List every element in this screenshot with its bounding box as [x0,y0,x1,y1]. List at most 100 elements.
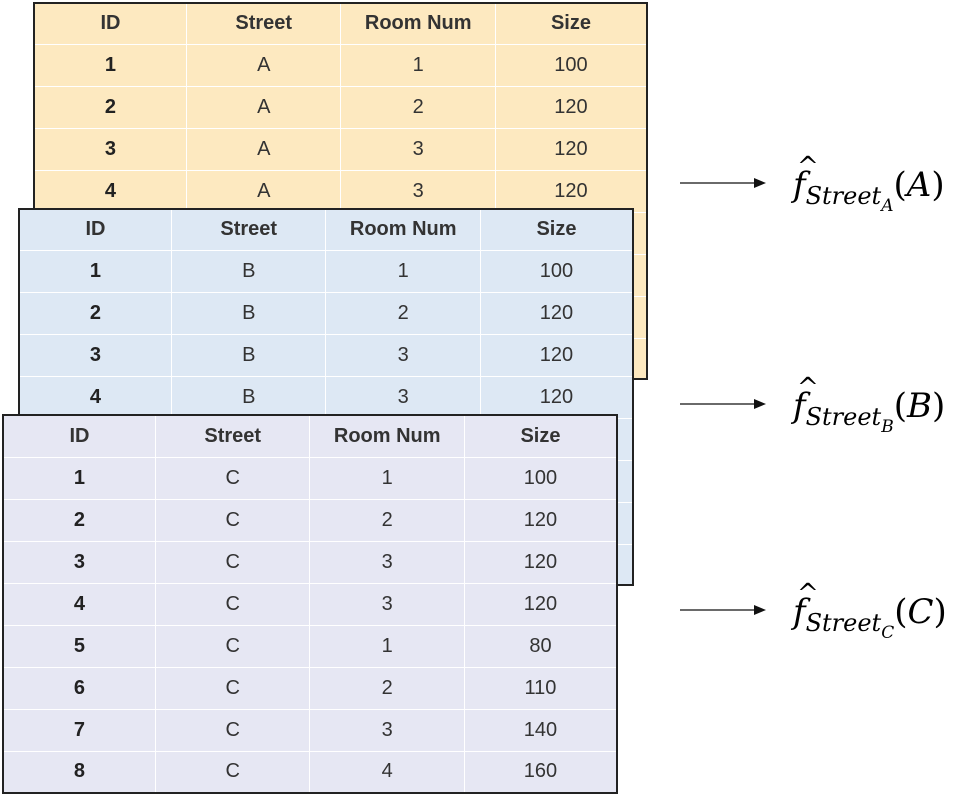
cell-size: 120 [494,127,648,171]
cell-street: C [154,498,311,542]
column-header-street: Street [154,414,311,458]
table-row: 2 B 2 120 [18,291,634,335]
formula-function: f [793,386,806,426]
column-header-size: Size [463,414,618,458]
cell-room-num: 3 [309,582,465,626]
formula-street-c: ^ fStreetC(C) [793,579,947,644]
cell-id: 2 [2,498,156,542]
cell-id: 6 [2,666,156,710]
arrow-right-icon [680,399,766,409]
cell-id: 4 [33,169,187,213]
cell-id: 8 [2,750,156,794]
column-header-size: Size [494,2,648,45]
cell-id: 1 [33,43,187,87]
cell-street: B [170,333,327,377]
cell-street: C [154,708,311,752]
table-row: 4 C 3 120 [2,582,618,626]
arrow-right-icon [680,605,766,615]
cell-room-num: 2 [309,498,465,542]
cell-room-num: 2 [325,291,481,335]
column-header-room-num: Room Num [309,414,465,458]
cell-room-num: 3 [309,540,465,584]
cell-id: 4 [2,582,156,626]
cell-id: 4 [18,375,172,419]
cell-id: 2 [18,291,172,335]
arrow-right-icon [680,178,766,188]
cell-id: 2 [33,85,187,129]
cell-room-num: 3 [309,708,465,752]
table-row: 5 C 1 80 [2,624,618,668]
table-row: 1 B 1 100 [18,249,634,293]
cell-room-num: 3 [325,375,481,419]
cell-size: 100 [494,43,648,87]
cell-id: 1 [2,456,156,500]
cell-size: 120 [494,169,648,213]
cell-size: 120 [463,498,618,542]
cell-room-num: 2 [340,85,496,129]
cell-id: 5 [2,624,156,668]
table-row: 2 A 2 120 [33,85,648,129]
column-header-street: Street [170,208,327,251]
cell-street: C [154,750,311,794]
cell-street: C [154,582,311,626]
cell-street: B [170,375,327,419]
cell-street: B [170,291,327,335]
column-header-size: Size [479,208,634,251]
cell-size: 80 [463,624,618,668]
table-row: 7 C 3 140 [2,708,618,752]
formula-function: f [793,592,806,632]
cell-room-num: 3 [340,169,496,213]
cell-room-num: 1 [309,456,465,500]
column-header-street: Street [185,2,342,45]
cell-size: 120 [479,333,634,377]
table-row: 2 C 2 120 [2,498,618,542]
cell-room-num: 1 [340,43,496,87]
column-header-id: ID [2,414,156,458]
table-row: 3 A 3 120 [33,127,648,171]
cell-size: 120 [463,582,618,626]
cell-room-num: 1 [325,249,481,293]
cell-id: 3 [33,127,187,171]
cell-room-num: 3 [340,127,496,171]
table-row: 1 C 1 100 [2,456,618,500]
cell-id: 3 [2,540,156,584]
cell-id: 7 [2,708,156,752]
table-street-c: ID Street Room Num Size 1 C 1 100 2 C 2 … [2,414,618,794]
cell-size: 100 [463,456,618,500]
cell-street: A [185,43,342,87]
cell-street: A [185,169,342,213]
column-header-id: ID [33,2,187,45]
cell-size: 140 [463,708,618,752]
cell-size: 120 [479,291,634,335]
cell-street: C [154,624,311,668]
table-row: 6 C 2 110 [2,666,618,710]
cell-size: 160 [463,750,618,794]
formula-street-b: ^ fStreetB(B) [793,373,946,438]
table-row: 3 B 3 120 [18,333,634,377]
cell-street: A [185,85,342,129]
table-row: 3 C 3 120 [2,540,618,584]
formula-function: f [793,165,806,205]
cell-street: A [185,127,342,171]
cell-size: 110 [463,666,618,710]
table-row: 8 C 4 160 [2,750,618,794]
cell-size: 120 [494,85,648,129]
column-header-id: ID [18,208,172,251]
cell-room-num: 3 [325,333,481,377]
formula-street-a: ^ fStreetA(A) [793,152,945,217]
cell-room-num: 4 [309,750,465,794]
cell-size: 120 [463,540,618,584]
cell-size: 120 [479,375,634,419]
cell-room-num: 2 [309,666,465,710]
cell-street: C [154,666,311,710]
cell-size: 100 [479,249,634,293]
table-row: 4 A 3 120 [33,169,648,213]
cell-street: C [154,540,311,584]
table-row: 1 A 1 100 [33,43,648,87]
column-header-room-num: Room Num [325,208,481,251]
cell-street: B [170,249,327,293]
table-row: 4 B 3 120 [18,375,634,419]
cell-room-num: 1 [309,624,465,668]
cell-street: C [154,456,311,500]
cell-id: 1 [18,249,172,293]
